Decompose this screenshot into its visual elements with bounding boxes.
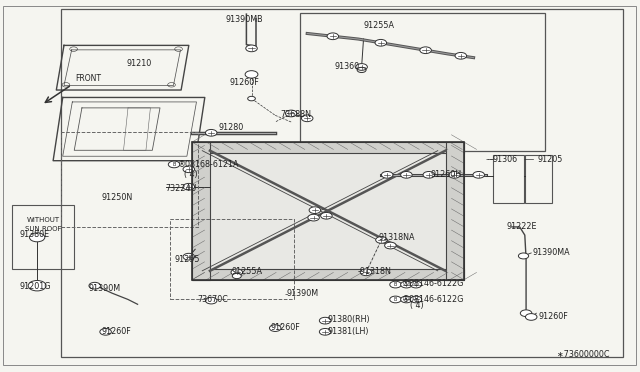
- Text: 73670C: 73670C: [197, 295, 228, 304]
- Circle shape: [401, 281, 412, 288]
- Text: B: B: [172, 162, 176, 167]
- Circle shape: [525, 314, 537, 320]
- Bar: [446, 142, 464, 280]
- Circle shape: [205, 129, 217, 136]
- Text: 91250N: 91250N: [101, 193, 132, 202]
- Text: 91280: 91280: [219, 123, 244, 132]
- Bar: [300, 13, 545, 151]
- Bar: [170, 219, 294, 299]
- Text: B: B: [394, 282, 397, 287]
- Circle shape: [327, 33, 339, 40]
- Circle shape: [183, 253, 195, 260]
- Text: 91255A: 91255A: [232, 267, 262, 276]
- Circle shape: [401, 296, 412, 303]
- Bar: [192, 142, 464, 280]
- Text: ( 4): ( 4): [184, 170, 198, 179]
- Circle shape: [232, 273, 241, 279]
- Circle shape: [385, 242, 396, 249]
- Text: 91210: 91210: [127, 60, 152, 68]
- Bar: [493, 155, 524, 203]
- Text: ®08168-6121A: ®08168-6121A: [178, 160, 239, 169]
- Circle shape: [183, 183, 195, 190]
- Circle shape: [376, 237, 387, 243]
- Circle shape: [381, 171, 393, 178]
- Circle shape: [309, 207, 321, 214]
- Text: -91318N: -91318N: [357, 267, 391, 276]
- Circle shape: [321, 212, 332, 219]
- Bar: [192, 142, 210, 280]
- Text: ( 4): ( 4): [410, 301, 423, 310]
- Circle shape: [423, 171, 435, 178]
- Circle shape: [401, 171, 412, 178]
- Circle shape: [183, 166, 195, 173]
- Bar: [61, 132, 198, 227]
- Text: 91390M: 91390M: [287, 289, 319, 298]
- Circle shape: [375, 39, 387, 46]
- Circle shape: [390, 296, 401, 303]
- Circle shape: [455, 52, 467, 59]
- Circle shape: [248, 96, 255, 101]
- Text: 91390MA: 91390MA: [532, 248, 570, 257]
- Bar: [12, 205, 74, 269]
- Circle shape: [410, 281, 422, 288]
- Circle shape: [100, 328, 111, 335]
- Text: 91318NA: 91318NA: [379, 233, 415, 242]
- Circle shape: [29, 233, 45, 242]
- Bar: [192, 142, 464, 280]
- Text: 91380E: 91380E: [19, 230, 49, 239]
- Circle shape: [301, 115, 313, 122]
- Circle shape: [390, 281, 401, 288]
- Text: 91381(LH): 91381(LH): [328, 327, 369, 336]
- Circle shape: [319, 317, 331, 324]
- Circle shape: [205, 297, 217, 304]
- Text: ∗73600000C: ∗73600000C: [557, 350, 609, 359]
- Circle shape: [285, 110, 297, 117]
- Text: 91222E: 91222E: [507, 222, 538, 231]
- Bar: [192, 269, 464, 280]
- Circle shape: [420, 47, 431, 54]
- Bar: [61, 9, 623, 357]
- Circle shape: [319, 328, 331, 335]
- Circle shape: [410, 296, 422, 303]
- Circle shape: [168, 161, 180, 168]
- Text: 91260F: 91260F: [229, 78, 259, 87]
- Circle shape: [28, 280, 46, 291]
- Circle shape: [518, 253, 529, 259]
- Text: 91306: 91306: [493, 155, 518, 164]
- Text: 91201G: 91201G: [19, 282, 51, 291]
- Text: 91205: 91205: [538, 155, 563, 164]
- Text: 91390M: 91390M: [88, 284, 120, 293]
- Text: WITHOUT: WITHOUT: [26, 217, 60, 223]
- Text: 91255A: 91255A: [364, 21, 394, 30]
- Circle shape: [308, 214, 319, 221]
- Circle shape: [269, 325, 281, 331]
- Circle shape: [89, 282, 100, 289]
- Text: B: B: [394, 297, 397, 302]
- Circle shape: [473, 171, 484, 178]
- Text: ®08146-6122G: ®08146-6122G: [402, 295, 464, 304]
- Text: 91260F: 91260F: [539, 312, 568, 321]
- Circle shape: [245, 71, 258, 78]
- Text: 91295: 91295: [174, 255, 200, 264]
- Text: ®08146-6122G: ®08146-6122G: [402, 279, 464, 288]
- Text: SUN ROOF: SUN ROOF: [24, 226, 61, 232]
- Text: 91260F: 91260F: [270, 323, 300, 332]
- Circle shape: [449, 171, 460, 178]
- Circle shape: [356, 64, 367, 70]
- Circle shape: [360, 269, 372, 276]
- Circle shape: [231, 269, 243, 276]
- Text: 91380(RH): 91380(RH): [328, 315, 371, 324]
- Text: 91390MB: 91390MB: [225, 15, 263, 24]
- Bar: [525, 155, 552, 203]
- Circle shape: [246, 45, 257, 52]
- Text: 91360: 91360: [334, 62, 359, 71]
- Text: 73688N: 73688N: [280, 110, 311, 119]
- Text: FRONT: FRONT: [76, 74, 102, 83]
- Text: 91260H: 91260H: [430, 170, 461, 179]
- Text: 73224U: 73224U: [165, 185, 196, 193]
- Bar: [192, 142, 464, 153]
- Circle shape: [520, 310, 532, 317]
- Text: 91260F: 91260F: [101, 327, 131, 336]
